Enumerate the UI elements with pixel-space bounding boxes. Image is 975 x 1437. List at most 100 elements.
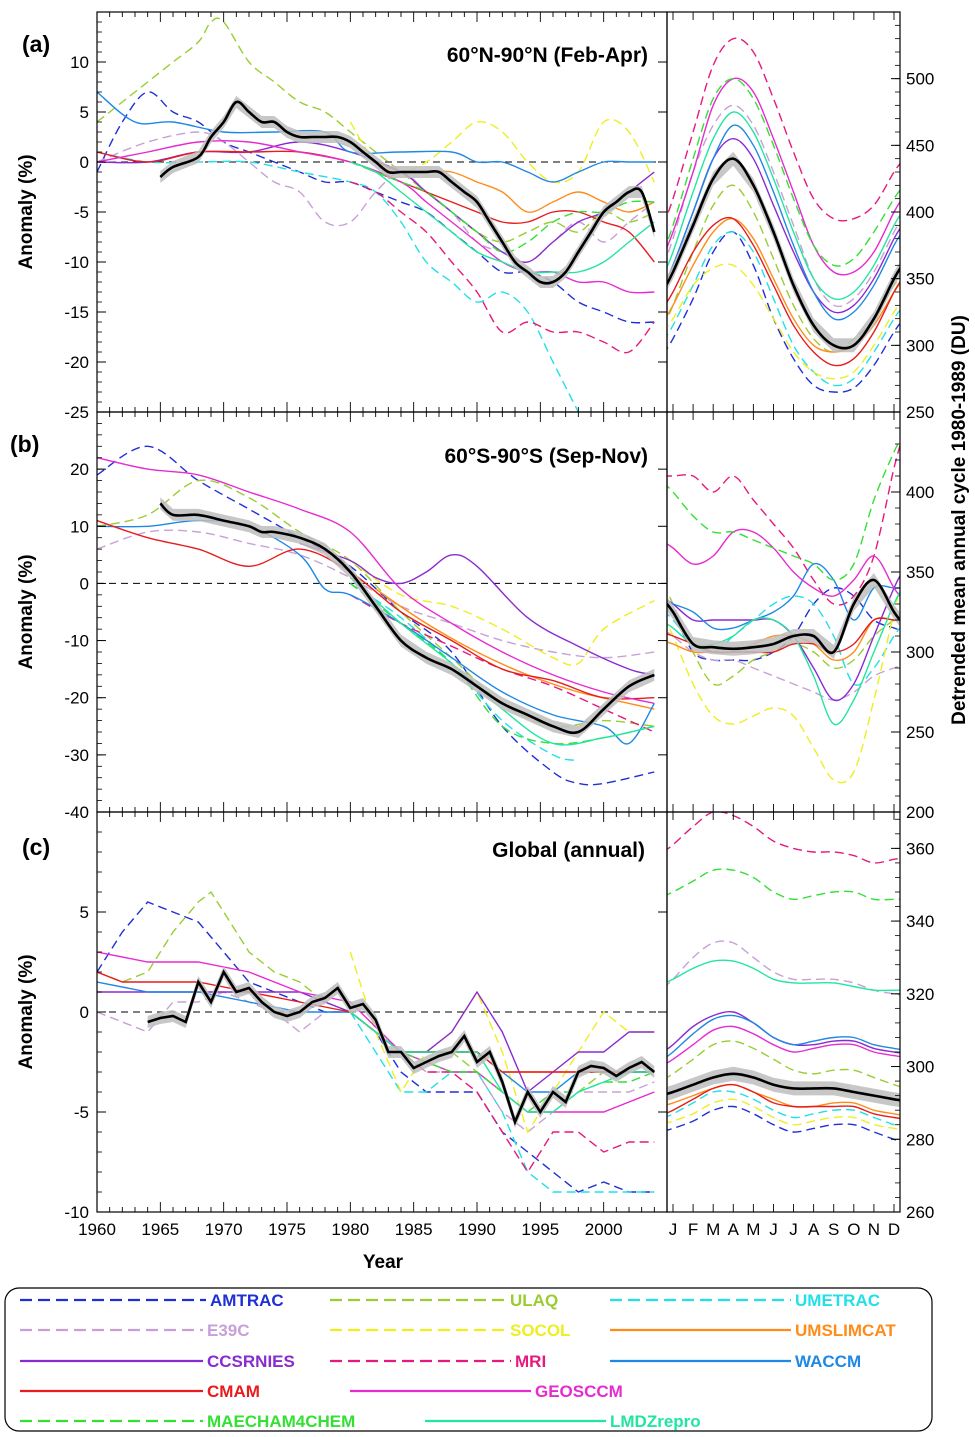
panel-a: 10 5 0 -5 -10 -15 -20 -25 500 450 400 350 300 250 bbox=[64, 11, 934, 422]
panel-c-letter: (c) bbox=[22, 834, 50, 860]
series-group bbox=[97, 445, 655, 786]
cycle-line-socol bbox=[667, 263, 900, 380]
month-label: D bbox=[888, 1220, 900, 1239]
y-tick-label: -25 bbox=[64, 403, 89, 422]
legend-label: UMSLIMCAT bbox=[795, 1321, 896, 1340]
cycle-frame bbox=[666, 11, 901, 413]
cycle-line-lmdzrepro bbox=[667, 111, 900, 301]
cycle-line-observations bbox=[667, 157, 900, 350]
series-line-lmdzrepro bbox=[350, 161, 655, 274]
series-line-ccsrnies bbox=[97, 990, 655, 1094]
month-label: S bbox=[828, 1220, 839, 1239]
cycle-series-group bbox=[667, 812, 900, 1142]
series-line-geosccm bbox=[97, 140, 655, 294]
x-tick-label: 1990 bbox=[458, 1220, 496, 1239]
legend-label: SOCOL bbox=[510, 1321, 570, 1340]
y-tick-label: 0 bbox=[80, 153, 89, 172]
cycle-y-tick-label: 250 bbox=[906, 723, 934, 742]
month-label: O bbox=[847, 1220, 860, 1239]
cycle-line-cmam bbox=[667, 216, 900, 367]
series-line-waccm bbox=[97, 91, 655, 183]
cycle-y-tick-label: 500 bbox=[906, 70, 934, 89]
cycle-y-tick-label: 400 bbox=[906, 203, 934, 222]
series-line-geosccm bbox=[97, 457, 655, 705]
cycle-line-maecham4chem bbox=[667, 438, 900, 581]
series-line-amtrac bbox=[97, 91, 655, 324]
cycle-line-ulaq bbox=[667, 590, 900, 686]
x-tick-label: 1985 bbox=[395, 1220, 433, 1239]
cycle-y-tick-label: 360 bbox=[906, 839, 934, 858]
series-line-waccm bbox=[97, 981, 655, 1093]
series-line-ccsrnies bbox=[299, 542, 655, 676]
month-label: J bbox=[769, 1220, 778, 1239]
series-line-observations bbox=[159, 100, 656, 285]
cycle-y-tick-label: 300 bbox=[906, 643, 934, 662]
cycle-line-mri bbox=[667, 37, 900, 222]
x-tick-label: 1970 bbox=[205, 1220, 243, 1239]
month-label: F bbox=[688, 1220, 698, 1239]
series-line-waccm bbox=[97, 519, 655, 745]
series-line-umetrac bbox=[349, 1011, 655, 1193]
month-label: A bbox=[808, 1220, 820, 1239]
y-tick-label: -10 bbox=[64, 253, 89, 272]
series-line-umetrac bbox=[349, 582, 579, 762]
y-tick-label: -20 bbox=[64, 353, 89, 372]
cycle-line-geosccm bbox=[667, 1025, 900, 1064]
cycle-y-tick-label: 200 bbox=[906, 803, 934, 822]
y-tick-label: 10 bbox=[70, 53, 89, 72]
series-line-mri bbox=[350, 181, 655, 354]
cycle-series-group bbox=[667, 438, 900, 784]
panel-c-title: Global (annual) bbox=[492, 839, 645, 862]
cycle-y-tick-label: 300 bbox=[906, 1058, 934, 1077]
cycle-line-socol bbox=[667, 1098, 900, 1130]
series-line-cmam bbox=[97, 150, 655, 263]
x-tick-label: 1980 bbox=[331, 1220, 369, 1239]
legend-label: MAECHAM4CHEM bbox=[207, 1412, 355, 1431]
month-label: M bbox=[746, 1220, 760, 1239]
y-tick-label: 10 bbox=[70, 517, 89, 536]
y-tick-label: 20 bbox=[70, 460, 89, 479]
legend-items: AMTRAC ULAQ UMETRAC E39C SOCOL UMSLIMCAT CCSRN… bbox=[20, 1291, 896, 1431]
cycle-line-amtrac bbox=[667, 1105, 900, 1142]
month-label: J bbox=[789, 1220, 798, 1239]
cycle-y-tick-label: 400 bbox=[906, 483, 934, 502]
cycle-y-tick-label: 340 bbox=[906, 912, 934, 931]
y-tick-label: -10 bbox=[64, 1203, 89, 1222]
legend-label: E39C bbox=[207, 1321, 250, 1340]
cycle-frame bbox=[666, 811, 901, 1213]
observation-uncertainty-band bbox=[160, 497, 655, 738]
month-label: J bbox=[669, 1220, 678, 1239]
series-group bbox=[97, 17, 656, 412]
legend-label: LMDZrepro bbox=[610, 1412, 701, 1431]
cycle-line-ccsrnies bbox=[667, 1011, 900, 1054]
cycle-line-geosccm bbox=[667, 77, 900, 276]
cycle-line-e39c bbox=[667, 631, 900, 701]
panel-b: 20 10 0 -10 -20 -30 -40 400 350 300 250 200 bbox=[64, 411, 934, 822]
legend-label: AMTRAC bbox=[210, 1291, 284, 1310]
cycle-line-maecham4chem bbox=[667, 868, 900, 901]
observation-uncertainty-band bbox=[147, 966, 655, 1128]
cycle-series-group bbox=[667, 37, 900, 393]
month-label: M bbox=[706, 1220, 720, 1239]
legend-label: CMAM bbox=[207, 1382, 260, 1401]
series-line-socol bbox=[349, 951, 655, 1134]
panel-b-letter: (b) bbox=[10, 431, 39, 457]
series-line-ulaq bbox=[97, 17, 655, 243]
cycle-line-mri bbox=[667, 443, 900, 606]
x-tick-label: 2000 bbox=[585, 1220, 623, 1239]
cycle-line-observations bbox=[667, 578, 900, 655]
month-label: A bbox=[728, 1220, 740, 1239]
cycle-line-ulaq bbox=[667, 1040, 900, 1088]
series-line-cmam bbox=[97, 519, 655, 700]
series-line-amtrac bbox=[97, 901, 655, 1193]
cycle-line-umetrac bbox=[667, 231, 900, 387]
x-axis-title: Year bbox=[363, 1252, 404, 1273]
x-tick-label: 1960 bbox=[78, 1220, 116, 1239]
cycle-y-tick-label: 450 bbox=[906, 136, 934, 155]
cycle-line-waccm bbox=[667, 124, 900, 321]
y-tick-label: -5 bbox=[74, 1103, 89, 1122]
series-line-umetrac bbox=[97, 151, 579, 412]
series-line-maecham4chem bbox=[349, 1011, 655, 1113]
cycle-line-maecham4chem bbox=[667, 77, 900, 267]
